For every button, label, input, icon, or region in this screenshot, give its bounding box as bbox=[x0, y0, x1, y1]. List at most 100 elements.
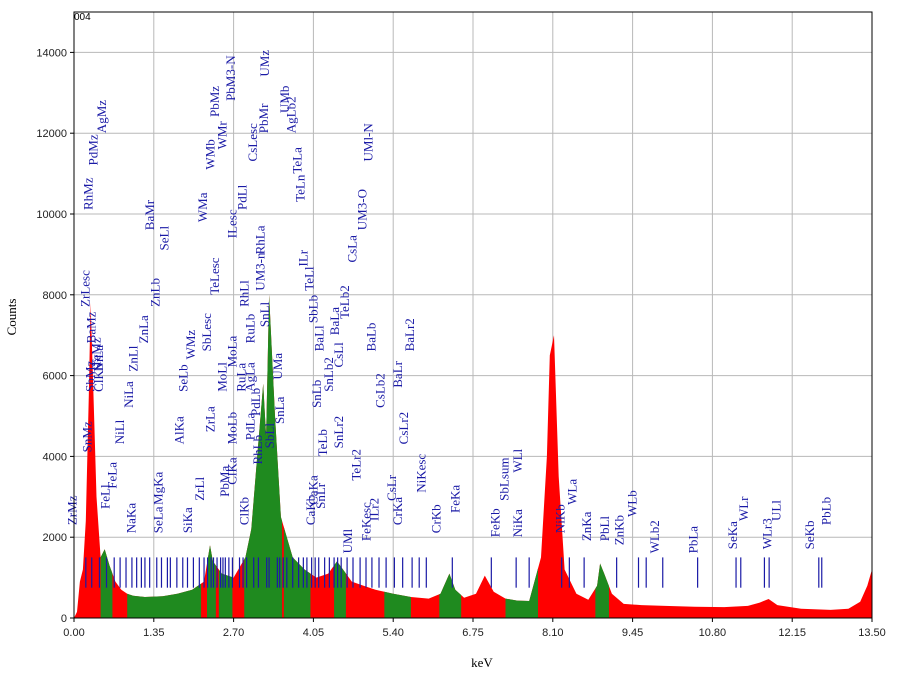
peak-label: AgMz bbox=[94, 100, 109, 133]
peak-label: PbMz bbox=[207, 86, 222, 117]
x-tick-label: 8.10 bbox=[542, 627, 563, 639]
peak-label: NiKesc bbox=[414, 454, 429, 493]
peak-label: NiKa bbox=[510, 509, 525, 537]
peak-label: SbMz bbox=[83, 361, 98, 392]
y-tick-label: 4000 bbox=[43, 451, 67, 463]
peak-label: FeKa bbox=[447, 485, 462, 513]
peak-label: WLr bbox=[736, 496, 751, 521]
peak-label: ZnLa bbox=[136, 315, 151, 343]
peak-label: SnLb bbox=[309, 380, 324, 408]
peak-label: CsLa bbox=[345, 235, 360, 263]
peak-label: TeMz bbox=[89, 337, 104, 367]
peak-label: UMl-N bbox=[360, 123, 375, 162]
peak-label: ZrMz bbox=[64, 495, 79, 525]
peak-label: UMa bbox=[270, 353, 285, 380]
peak-label: BaLa bbox=[327, 307, 342, 335]
peak-label: PbMr bbox=[256, 103, 271, 133]
peak-label: NiLa bbox=[91, 345, 106, 372]
peak-label: ClKb bbox=[236, 497, 251, 525]
peak-label: SnLb2 bbox=[321, 357, 336, 392]
peak-label: TeLb bbox=[315, 429, 330, 456]
peak-label: TeLr2 bbox=[349, 449, 364, 481]
y-tick-label: 10000 bbox=[36, 209, 67, 221]
peak-label: SbLesc bbox=[199, 313, 214, 352]
peak-label: ILesc bbox=[225, 209, 240, 238]
peak-label: NiLl bbox=[112, 419, 127, 444]
peak-label: RuLa bbox=[233, 363, 248, 392]
peak-label: ZnLb bbox=[148, 278, 163, 307]
peak-label: NiKb bbox=[553, 504, 568, 533]
x-tick-label: 2.70 bbox=[223, 627, 244, 639]
peak-label: WLl bbox=[510, 448, 525, 472]
y-axis-ticks: 0 2000 4000 6000 8000 10000 12000 14000 bbox=[36, 47, 74, 625]
peak-label: WLr3 bbox=[760, 518, 775, 549]
peak-label: ClKb bbox=[91, 364, 106, 392]
peak-label: WLb bbox=[625, 490, 640, 517]
peak-label: CaKa bbox=[305, 475, 320, 505]
peak-label: SnLa bbox=[272, 396, 287, 424]
grid bbox=[74, 12, 872, 618]
peak-label: ZnLl bbox=[126, 345, 141, 371]
peak-label: PdMz bbox=[86, 134, 101, 165]
peak-label: CsLl bbox=[331, 342, 346, 368]
x-tick-label: 0.00 bbox=[63, 627, 84, 639]
peak-label: MoLa bbox=[225, 336, 240, 368]
peak-label: CsLb2 bbox=[372, 373, 387, 408]
peak-label: WMz bbox=[183, 330, 198, 360]
peak-label: SbLsum bbox=[497, 457, 512, 500]
peak-label: ClKa bbox=[225, 457, 240, 485]
y-tick-label: 12000 bbox=[36, 128, 67, 140]
peak-label: ZnKa bbox=[579, 511, 594, 541]
peak-label: TeLa bbox=[290, 147, 305, 174]
peak-label: PbMa bbox=[217, 466, 232, 497]
x-tick-label: 10.80 bbox=[699, 627, 727, 639]
peak-label: RhMz bbox=[80, 177, 95, 210]
peak-label: BaLb bbox=[363, 323, 378, 352]
peak-label: RhLl bbox=[236, 280, 251, 307]
peak-label: NaKa bbox=[123, 503, 138, 534]
peak-label: WMb bbox=[203, 139, 218, 169]
peak-label: ILr bbox=[296, 249, 311, 266]
peak-label: PbLa bbox=[686, 526, 701, 554]
peak-label: MoLb bbox=[225, 412, 240, 444]
peak-label: BaLr bbox=[390, 360, 405, 387]
peak-label: FeKesc bbox=[359, 502, 374, 541]
peak-label: ZrLesc bbox=[77, 270, 92, 307]
peak-label: CsLr2 bbox=[396, 412, 411, 445]
peak-label: BaLl bbox=[311, 325, 326, 351]
peak-label: ZnKb bbox=[612, 515, 627, 545]
corner-label: 004 bbox=[74, 12, 91, 23]
peak-label: SbLl bbox=[262, 423, 277, 449]
peak-label: SnLr bbox=[313, 482, 328, 509]
x-tick-label: 6.75 bbox=[462, 627, 483, 639]
y-tick-label: 2000 bbox=[43, 532, 67, 544]
peak-label: SnLr2 bbox=[331, 416, 346, 449]
peak-label: UMz bbox=[257, 50, 272, 77]
peak-markers bbox=[85, 557, 823, 588]
peak-label: CaKb bbox=[303, 495, 318, 525]
x-tick-label: 4.05 bbox=[303, 627, 324, 639]
peak-label: AgLb2 bbox=[284, 96, 299, 133]
peak-label: SeKb bbox=[802, 520, 817, 549]
peak-label: BaLr2 bbox=[402, 318, 417, 351]
peak-label: BaMz bbox=[83, 311, 98, 343]
peak-labels: ZrMzZrLescRhMzPdMzAgMzBaMzSbMzSnMzTeMzNi… bbox=[64, 50, 833, 554]
peak-label: SeKa bbox=[725, 521, 740, 549]
peak-label: NiLa bbox=[121, 381, 136, 408]
y-axis-title: Counts bbox=[4, 299, 19, 336]
peak-label: TeLb2 bbox=[337, 285, 352, 319]
peak-label: SeLl bbox=[157, 225, 172, 250]
peak-label: UMb bbox=[277, 86, 292, 113]
x-tick-label: 13.50 bbox=[858, 627, 886, 639]
peak-label: SbLb bbox=[305, 295, 320, 323]
peak-label: FeKb bbox=[488, 508, 503, 537]
peak-label: SnLl bbox=[257, 301, 272, 327]
peak-label: WMr bbox=[214, 121, 229, 150]
peak-label: ZrLa bbox=[203, 406, 218, 432]
peak-label: PbM3-N bbox=[223, 55, 238, 101]
peak-label: AgLa bbox=[242, 362, 257, 392]
peak-label: WMa bbox=[195, 192, 210, 222]
peak-label: SeLa bbox=[151, 506, 166, 533]
